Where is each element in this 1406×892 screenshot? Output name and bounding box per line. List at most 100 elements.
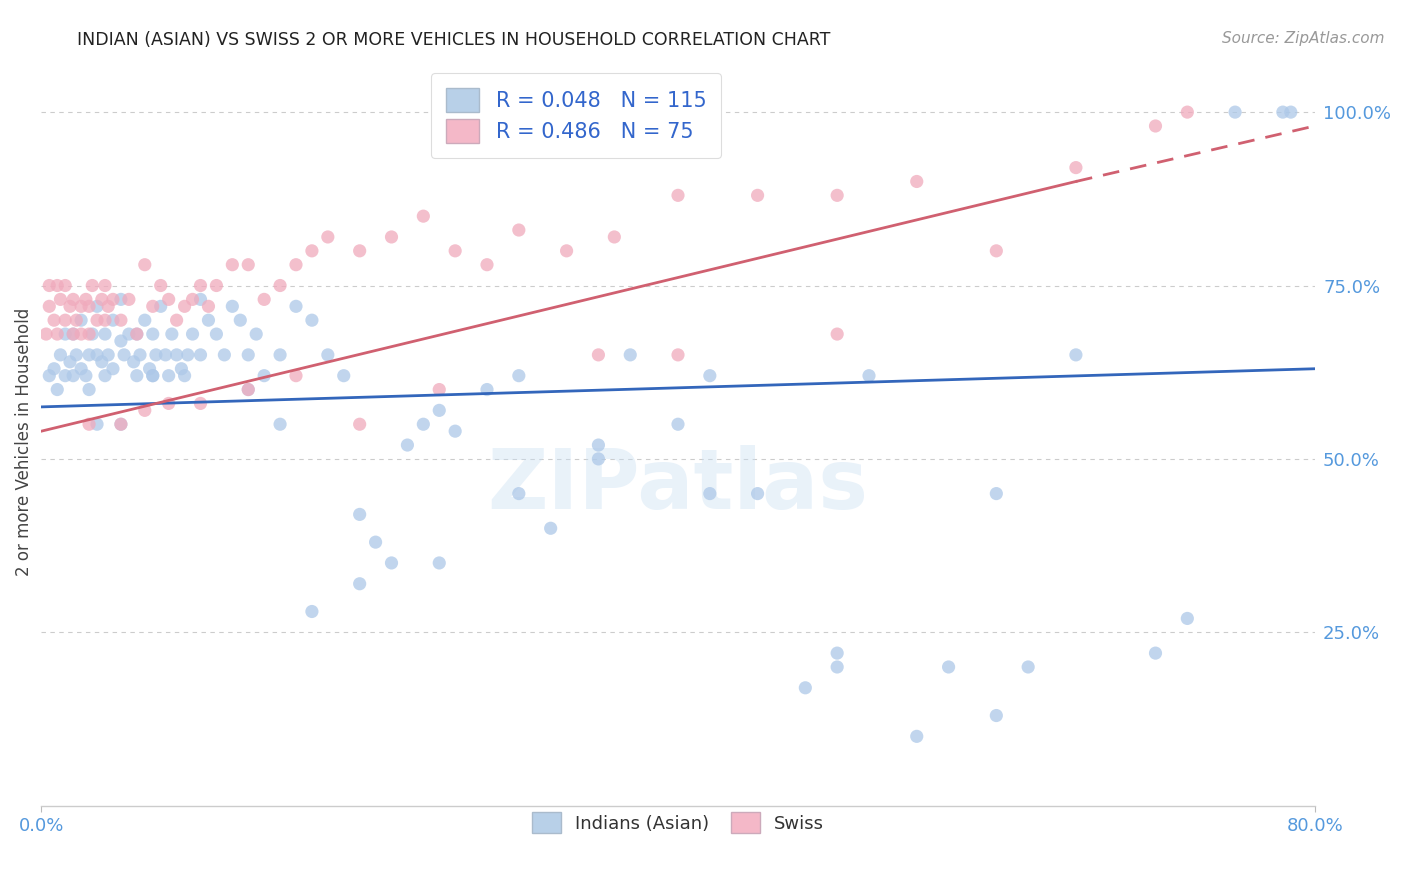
Point bbox=[540, 521, 562, 535]
Point bbox=[858, 368, 880, 383]
Point bbox=[197, 299, 219, 313]
Point bbox=[619, 348, 641, 362]
Point bbox=[253, 368, 276, 383]
Point bbox=[149, 278, 172, 293]
Point bbox=[94, 278, 117, 293]
Point bbox=[349, 417, 371, 432]
Point bbox=[157, 368, 180, 383]
Text: ZIPatlas: ZIPatlas bbox=[488, 445, 869, 525]
Point bbox=[508, 368, 530, 383]
Point bbox=[332, 368, 354, 383]
Point bbox=[221, 258, 243, 272]
Point bbox=[77, 383, 100, 397]
Point bbox=[905, 174, 928, 188]
Point bbox=[475, 258, 498, 272]
Point bbox=[245, 327, 267, 342]
Point bbox=[173, 299, 195, 313]
Point bbox=[62, 293, 84, 307]
Point bbox=[380, 230, 402, 244]
Point bbox=[97, 299, 120, 313]
Point bbox=[349, 244, 371, 258]
Point bbox=[46, 278, 69, 293]
Point bbox=[190, 278, 212, 293]
Point bbox=[986, 708, 1008, 723]
Point bbox=[380, 556, 402, 570]
Point bbox=[38, 299, 60, 313]
Point bbox=[205, 327, 228, 342]
Point bbox=[42, 361, 65, 376]
Point bbox=[62, 368, 84, 383]
Point bbox=[825, 646, 848, 660]
Point bbox=[86, 299, 108, 313]
Point bbox=[38, 368, 60, 383]
Point bbox=[82, 278, 104, 293]
Point bbox=[666, 417, 689, 432]
Point bbox=[747, 188, 769, 202]
Point bbox=[555, 244, 578, 258]
Point bbox=[129, 348, 152, 362]
Point bbox=[97, 348, 120, 362]
Point bbox=[53, 368, 76, 383]
Point bbox=[149, 299, 172, 313]
Point bbox=[157, 293, 180, 307]
Point bbox=[1144, 119, 1167, 133]
Point bbox=[1017, 660, 1039, 674]
Point bbox=[49, 293, 72, 307]
Point bbox=[699, 368, 721, 383]
Point bbox=[75, 368, 97, 383]
Point bbox=[285, 368, 308, 383]
Point bbox=[301, 244, 323, 258]
Point bbox=[221, 299, 243, 313]
Point bbox=[86, 417, 108, 432]
Point bbox=[825, 660, 848, 674]
Point bbox=[118, 327, 141, 342]
Point bbox=[77, 417, 100, 432]
Point bbox=[1223, 105, 1246, 120]
Point bbox=[157, 396, 180, 410]
Point bbox=[90, 293, 112, 307]
Point bbox=[110, 334, 132, 348]
Point bbox=[86, 348, 108, 362]
Point bbox=[316, 348, 339, 362]
Point bbox=[508, 223, 530, 237]
Point bbox=[170, 361, 193, 376]
Point bbox=[42, 313, 65, 327]
Point bbox=[38, 278, 60, 293]
Point bbox=[134, 258, 156, 272]
Point bbox=[177, 348, 200, 362]
Point bbox=[70, 327, 93, 342]
Text: Source: ZipAtlas.com: Source: ZipAtlas.com bbox=[1222, 31, 1385, 46]
Point bbox=[349, 508, 371, 522]
Point bbox=[46, 383, 69, 397]
Point bbox=[101, 293, 124, 307]
Point bbox=[77, 299, 100, 313]
Point bbox=[110, 293, 132, 307]
Point bbox=[316, 230, 339, 244]
Point bbox=[59, 355, 82, 369]
Point bbox=[349, 576, 371, 591]
Point bbox=[142, 368, 165, 383]
Point bbox=[269, 278, 291, 293]
Point bbox=[134, 403, 156, 417]
Point bbox=[1064, 161, 1087, 175]
Point bbox=[62, 327, 84, 342]
Point bbox=[101, 361, 124, 376]
Point bbox=[125, 327, 148, 342]
Point bbox=[53, 327, 76, 342]
Point bbox=[181, 293, 204, 307]
Point bbox=[285, 258, 308, 272]
Point bbox=[253, 293, 276, 307]
Point bbox=[238, 383, 260, 397]
Point bbox=[65, 313, 87, 327]
Point bbox=[134, 313, 156, 327]
Point bbox=[301, 605, 323, 619]
Point bbox=[444, 244, 467, 258]
Point bbox=[285, 299, 308, 313]
Point bbox=[166, 313, 188, 327]
Point bbox=[101, 313, 124, 327]
Point bbox=[301, 313, 323, 327]
Point bbox=[1064, 348, 1087, 362]
Point bbox=[166, 348, 188, 362]
Point bbox=[70, 299, 93, 313]
Point bbox=[82, 327, 104, 342]
